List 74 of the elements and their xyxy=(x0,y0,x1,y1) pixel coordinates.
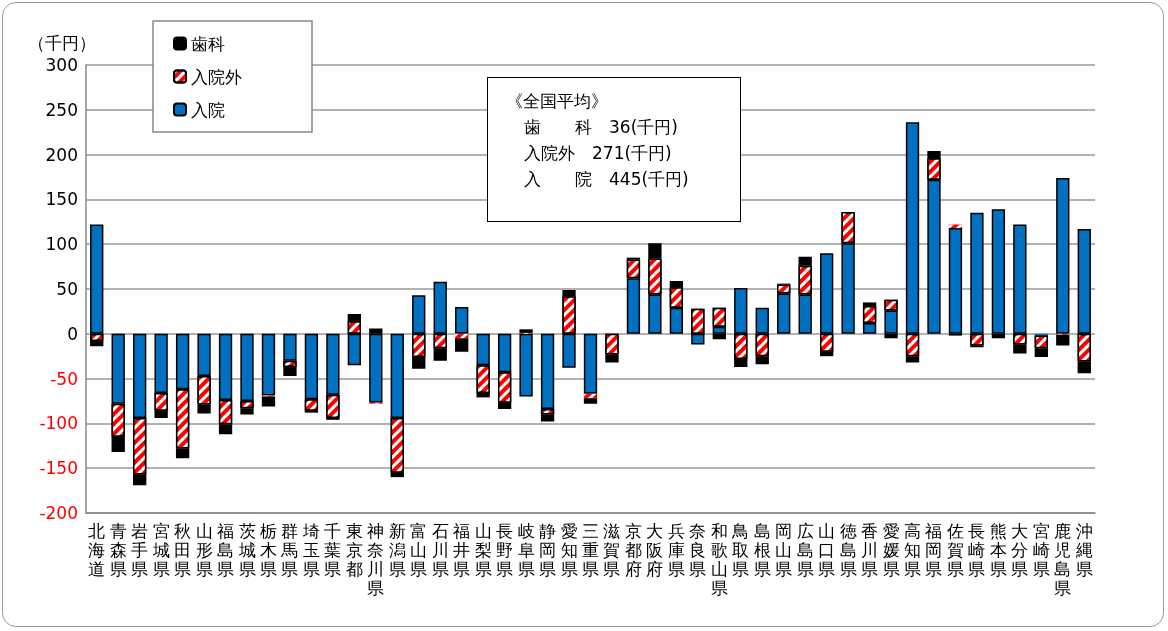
x-tick-label: 福井県 xyxy=(453,520,471,579)
x-tick-label: 青森県 xyxy=(109,520,127,579)
bar xyxy=(455,338,469,352)
y-tick-label: 150 xyxy=(45,189,78,210)
x-tick-label: 島根県 xyxy=(753,520,771,579)
bar xyxy=(519,333,533,397)
x-tick-label: 山梨県 xyxy=(474,520,492,579)
x-tick-label: 山形県 xyxy=(195,520,213,579)
x-tick-label: 千葉県 xyxy=(324,520,342,579)
x-tick-label: 京都府 xyxy=(624,520,642,579)
legend-label: 歯科 xyxy=(191,33,225,54)
x-tick-label: 鳥取県 xyxy=(731,520,750,579)
x-tick-label: 大分県 xyxy=(1011,520,1029,579)
y-tick-label: 0 xyxy=(67,323,78,344)
x-tick-label: 奈良県 xyxy=(689,520,707,579)
x-tick-label: 沖縄県 xyxy=(1074,520,1093,579)
y-tick-label: 50 xyxy=(56,279,78,299)
x-tick-label: 愛知県 xyxy=(560,520,578,579)
x-tick-label: 三重県 xyxy=(582,520,599,579)
x-tick-label: 新潟県 xyxy=(388,520,406,579)
x-tick-label: 佐賀県 xyxy=(946,520,964,579)
y-tick-label: 250 xyxy=(45,99,78,120)
x-tick-label: 東京都 xyxy=(345,520,363,579)
x-tick-label: 山口県 xyxy=(818,520,836,579)
x-tick-label: 静岡県 xyxy=(539,520,557,579)
x-tick-label: 富山県 xyxy=(410,520,428,579)
x-tick-label: 茨城県 xyxy=(237,520,256,579)
annotation: 入院外 271(千円) xyxy=(523,142,673,165)
x-tick-label: 岐阜県 xyxy=(517,520,535,579)
legend-label: 入院 xyxy=(191,99,225,120)
bar xyxy=(583,333,598,394)
x-tick-label: 石川県 xyxy=(431,520,449,579)
annotation: 入 院 445(千円) xyxy=(523,168,690,191)
x-tick-label: 徳島県 xyxy=(839,520,857,579)
bar xyxy=(540,333,555,410)
annotation: 《全国平均》 xyxy=(505,90,609,113)
x-tick-label: 神奈川県 xyxy=(367,520,385,598)
x-tick-label: 群馬県 xyxy=(280,520,299,579)
x-tick-label: 熊本県 xyxy=(989,520,1007,579)
x-tick-label: 福島県 xyxy=(217,520,235,579)
x-tick-label: 愛媛県 xyxy=(882,520,900,579)
x-tick-label: 岡山県 xyxy=(775,520,793,579)
x-tick-label: 栃木県 xyxy=(259,520,277,579)
y-tick-label: -150 xyxy=(39,458,78,479)
x-tick-label: 福岡県 xyxy=(925,520,943,579)
y-tick-label: -200 xyxy=(39,503,78,523)
y-tick-label: 200 xyxy=(45,144,78,165)
y-axis-title: （千円） xyxy=(28,32,96,53)
x-tick-label: 秋田県 xyxy=(174,520,192,579)
y-tick-label: 300 xyxy=(45,55,78,75)
x-tick-label: 北海道 xyxy=(88,520,106,579)
y-tick-label: -50 xyxy=(50,368,78,389)
bar xyxy=(455,306,469,334)
x-tick-label: 大阪府 xyxy=(646,520,664,579)
annotation: 歯 科 36(千円) xyxy=(523,116,679,139)
bar xyxy=(583,398,598,404)
x-tick-label: 滋賀県 xyxy=(603,520,621,579)
y-tick-label: 100 xyxy=(45,234,78,255)
x-tick-label: 広島県 xyxy=(796,520,814,579)
x-tick-label: 宮城県 xyxy=(151,520,170,579)
x-tick-label: 埼玉県 xyxy=(301,520,320,579)
bar xyxy=(948,228,963,334)
x-tick-label: 長崎県 xyxy=(968,520,986,579)
y-tick-label: -100 xyxy=(39,413,78,434)
x-tick-label: 宮崎県 xyxy=(1032,520,1050,579)
legend-label: 入院外 xyxy=(191,66,242,87)
bar xyxy=(991,209,1006,334)
x-tick-label: 岩手県 xyxy=(131,520,149,579)
x-tick-label: 鹿児島県 xyxy=(1054,520,1072,598)
x-tick-label: 兵庫県 xyxy=(667,520,685,579)
x-tick-label: 高知県 xyxy=(904,520,922,579)
x-tick-label: 和歌山県 xyxy=(710,520,728,598)
x-tick-label: 長野県 xyxy=(496,520,514,579)
x-tick-label: 香川県 xyxy=(861,520,879,579)
